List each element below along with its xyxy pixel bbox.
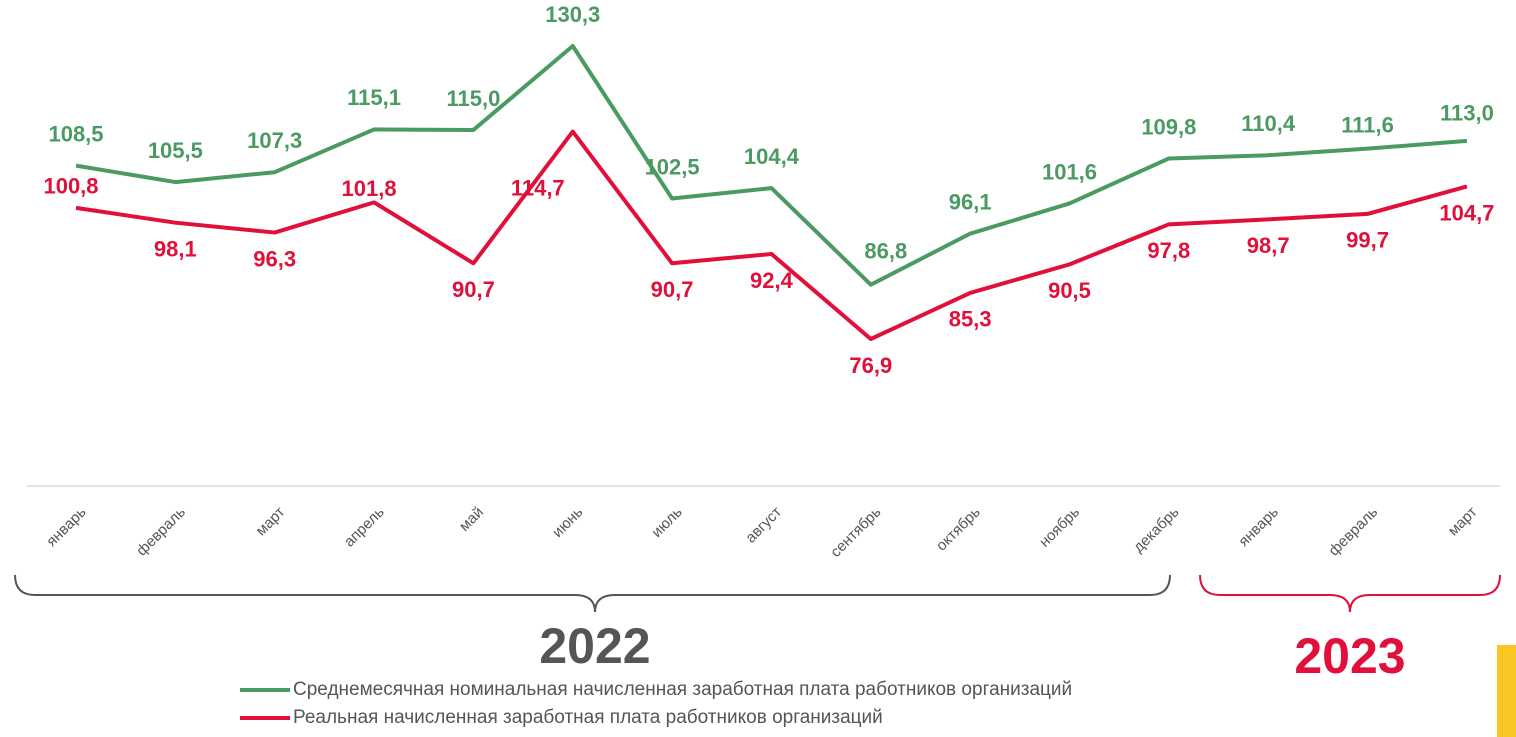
month-label: ноябрь (1036, 503, 1083, 550)
value-label: 86,8 (864, 238, 907, 263)
value-label: 85,3 (949, 307, 992, 332)
month-label: август (742, 504, 785, 547)
month-label: январь (43, 503, 90, 550)
value-label: 102,5 (645, 154, 700, 179)
month-label: июнь (549, 503, 586, 540)
value-label: 104,7 (1439, 200, 1494, 225)
value-label: 76,9 (849, 353, 892, 378)
month-label: май (456, 504, 487, 535)
year-brace (14, 574, 1171, 613)
value-label: 97,8 (1147, 238, 1190, 263)
value-label: 130,3 (545, 2, 600, 27)
value-label: 115,0 (446, 86, 500, 111)
series-line (75, 44, 1468, 287)
accent-bar (1497, 645, 1516, 737)
value-label: 107,3 (247, 128, 302, 153)
value-label: 90,7 (452, 277, 495, 302)
month-label: январь (1235, 503, 1282, 550)
legend-label: Среднемесячная номинальная начисленная з… (293, 679, 1072, 700)
value-label: 115,1 (347, 85, 401, 110)
value-label: 99,7 (1346, 228, 1389, 253)
value-label: 101,8 (342, 176, 397, 201)
month-label: июль (648, 503, 686, 541)
year-label: 2023 (1294, 628, 1405, 684)
value-label: 98,1 (154, 236, 197, 261)
month-label: сентябрь (827, 503, 884, 560)
value-label: 108,5 (48, 121, 103, 146)
legend-label: Реальная начисленная заработная плата ра… (293, 707, 883, 728)
month-label: март (253, 504, 289, 540)
value-label: 92,4 (750, 268, 794, 293)
value-label: 104,4 (744, 144, 800, 169)
value-label: 98,7 (1247, 233, 1290, 258)
value-label: 105,5 (148, 138, 203, 163)
value-label: 90,5 (1048, 278, 1091, 303)
month-label: декабрь (1130, 503, 1183, 556)
year-label: 2022 (539, 618, 650, 674)
month-label: октябрь (933, 503, 984, 554)
value-label: 100,8 (43, 174, 98, 199)
year-brace (1199, 574, 1501, 613)
value-label: 114,7 (511, 175, 565, 200)
value-label: 110,4 (1241, 111, 1296, 136)
month-label: апрель (341, 503, 388, 550)
month-label: февраль (1325, 503, 1381, 559)
value-label: 111,6 (1341, 112, 1394, 137)
month-label: март (1445, 504, 1481, 540)
value-label: 96,3 (253, 246, 296, 271)
value-label: 96,1 (949, 189, 992, 214)
value-label: 101,6 (1042, 159, 1097, 184)
value-label: 90,7 (651, 277, 694, 302)
series-line (75, 129, 1468, 341)
value-label: 113,0 (1440, 101, 1494, 126)
value-label: 109,8 (1141, 114, 1196, 139)
month-label: февраль (133, 503, 189, 559)
